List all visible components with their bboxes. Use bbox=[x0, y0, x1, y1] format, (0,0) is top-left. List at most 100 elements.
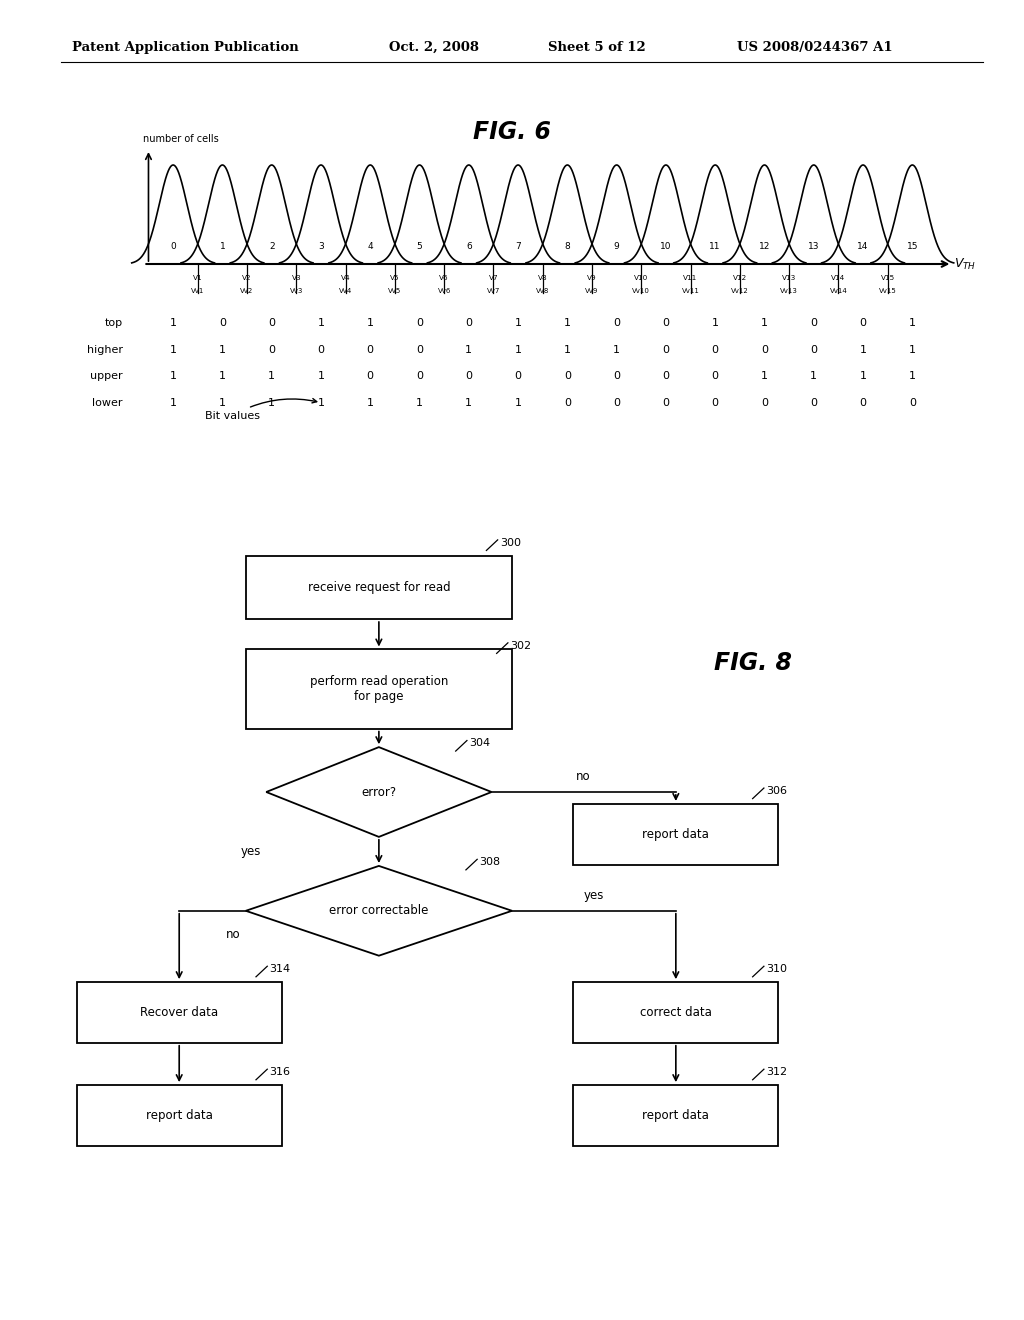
Text: 0: 0 bbox=[663, 345, 670, 355]
Text: 1: 1 bbox=[416, 397, 423, 408]
Text: Vv1: Vv1 bbox=[191, 288, 205, 294]
Text: 1: 1 bbox=[317, 318, 325, 329]
Text: Sheet 5 of 12: Sheet 5 of 12 bbox=[548, 41, 645, 54]
Text: 1: 1 bbox=[810, 371, 817, 381]
Text: 13: 13 bbox=[808, 242, 819, 251]
Text: 1: 1 bbox=[515, 397, 521, 408]
Text: 0: 0 bbox=[268, 345, 275, 355]
Text: 11: 11 bbox=[710, 242, 721, 251]
Text: 0: 0 bbox=[416, 345, 423, 355]
Text: 0: 0 bbox=[810, 318, 817, 329]
Text: 8: 8 bbox=[564, 242, 570, 251]
Text: 1: 1 bbox=[859, 371, 866, 381]
Text: 306: 306 bbox=[766, 785, 787, 796]
Text: V8: V8 bbox=[538, 275, 548, 281]
Text: 0: 0 bbox=[416, 318, 423, 329]
Text: Vv6: Vv6 bbox=[437, 288, 451, 294]
Text: V13: V13 bbox=[782, 275, 797, 281]
Text: error?: error? bbox=[361, 785, 396, 799]
Text: 10: 10 bbox=[660, 242, 672, 251]
Text: correct data: correct data bbox=[640, 1006, 712, 1019]
Text: 0: 0 bbox=[367, 345, 374, 355]
Text: 0: 0 bbox=[810, 345, 817, 355]
Text: 0: 0 bbox=[909, 397, 915, 408]
Text: perform read operation
for page: perform read operation for page bbox=[309, 675, 449, 704]
Text: 308: 308 bbox=[479, 857, 501, 867]
Text: 0: 0 bbox=[663, 318, 670, 329]
Text: V1: V1 bbox=[193, 275, 203, 281]
Text: Vv11: Vv11 bbox=[682, 288, 699, 294]
Text: V5: V5 bbox=[390, 275, 399, 281]
FancyBboxPatch shape bbox=[246, 649, 512, 729]
Text: 1: 1 bbox=[170, 371, 176, 381]
Text: 6: 6 bbox=[466, 242, 472, 251]
Text: receive request for read: receive request for read bbox=[307, 581, 451, 594]
Text: 314: 314 bbox=[269, 964, 291, 974]
Text: no: no bbox=[577, 770, 591, 783]
Text: V3: V3 bbox=[292, 275, 301, 281]
Text: V14: V14 bbox=[831, 275, 846, 281]
Text: Vv3: Vv3 bbox=[290, 288, 303, 294]
Text: 0: 0 bbox=[712, 371, 719, 381]
Text: 0: 0 bbox=[613, 371, 621, 381]
Text: 4: 4 bbox=[368, 242, 373, 251]
FancyBboxPatch shape bbox=[246, 556, 512, 619]
Text: report data: report data bbox=[642, 1109, 710, 1122]
Text: 312: 312 bbox=[766, 1067, 787, 1077]
Text: number of cells: number of cells bbox=[143, 133, 219, 144]
Text: 1: 1 bbox=[515, 318, 521, 329]
Text: 0: 0 bbox=[663, 371, 670, 381]
Text: report data: report data bbox=[642, 828, 710, 841]
Text: 2: 2 bbox=[269, 242, 274, 251]
Text: 0: 0 bbox=[663, 397, 670, 408]
Text: Vv15: Vv15 bbox=[879, 288, 897, 294]
Text: 0: 0 bbox=[564, 397, 570, 408]
Text: 302: 302 bbox=[510, 640, 531, 651]
Text: 304: 304 bbox=[469, 738, 490, 748]
Text: Vv2: Vv2 bbox=[241, 288, 254, 294]
Text: report data: report data bbox=[145, 1109, 213, 1122]
Text: V7: V7 bbox=[488, 275, 499, 281]
Text: yes: yes bbox=[241, 845, 261, 858]
Text: 1: 1 bbox=[219, 371, 226, 381]
Text: error correctable: error correctable bbox=[329, 904, 429, 917]
Text: V15: V15 bbox=[881, 275, 895, 281]
Text: Oct. 2, 2008: Oct. 2, 2008 bbox=[389, 41, 479, 54]
Text: Vv14: Vv14 bbox=[829, 288, 847, 294]
Text: 1: 1 bbox=[170, 397, 176, 408]
Text: 9: 9 bbox=[613, 242, 620, 251]
Text: Patent Application Publication: Patent Application Publication bbox=[72, 41, 298, 54]
Text: Vv7: Vv7 bbox=[486, 288, 500, 294]
Text: 0: 0 bbox=[367, 371, 374, 381]
Text: 12: 12 bbox=[759, 242, 770, 251]
Text: 0: 0 bbox=[268, 318, 275, 329]
Text: Vv5: Vv5 bbox=[388, 288, 401, 294]
Text: 0: 0 bbox=[515, 371, 521, 381]
Text: 7: 7 bbox=[515, 242, 521, 251]
Text: V11: V11 bbox=[683, 275, 697, 281]
Polygon shape bbox=[266, 747, 492, 837]
Text: Bit values: Bit values bbox=[205, 399, 316, 421]
Text: Recover data: Recover data bbox=[140, 1006, 218, 1019]
Text: 1: 1 bbox=[909, 318, 915, 329]
Text: yes: yes bbox=[584, 888, 604, 902]
Text: Vv12: Vv12 bbox=[731, 288, 749, 294]
Text: 1: 1 bbox=[170, 345, 176, 355]
Text: V6: V6 bbox=[439, 275, 449, 281]
Text: 1: 1 bbox=[219, 345, 226, 355]
Text: 300: 300 bbox=[500, 537, 521, 548]
Text: V9: V9 bbox=[587, 275, 597, 281]
Text: 5: 5 bbox=[417, 242, 422, 251]
Text: 1: 1 bbox=[367, 318, 374, 329]
Text: 0: 0 bbox=[859, 397, 866, 408]
Text: 1: 1 bbox=[465, 397, 472, 408]
Text: FIG. 6: FIG. 6 bbox=[473, 120, 551, 144]
Text: Vv4: Vv4 bbox=[339, 288, 352, 294]
Text: 1: 1 bbox=[219, 397, 226, 408]
Text: Vv13: Vv13 bbox=[780, 288, 798, 294]
Text: US 2008/0244367 A1: US 2008/0244367 A1 bbox=[737, 41, 893, 54]
Text: higher: higher bbox=[87, 345, 123, 355]
Text: FIG. 8: FIG. 8 bbox=[714, 651, 792, 675]
Text: 1: 1 bbox=[761, 371, 768, 381]
Text: 316: 316 bbox=[269, 1067, 291, 1077]
